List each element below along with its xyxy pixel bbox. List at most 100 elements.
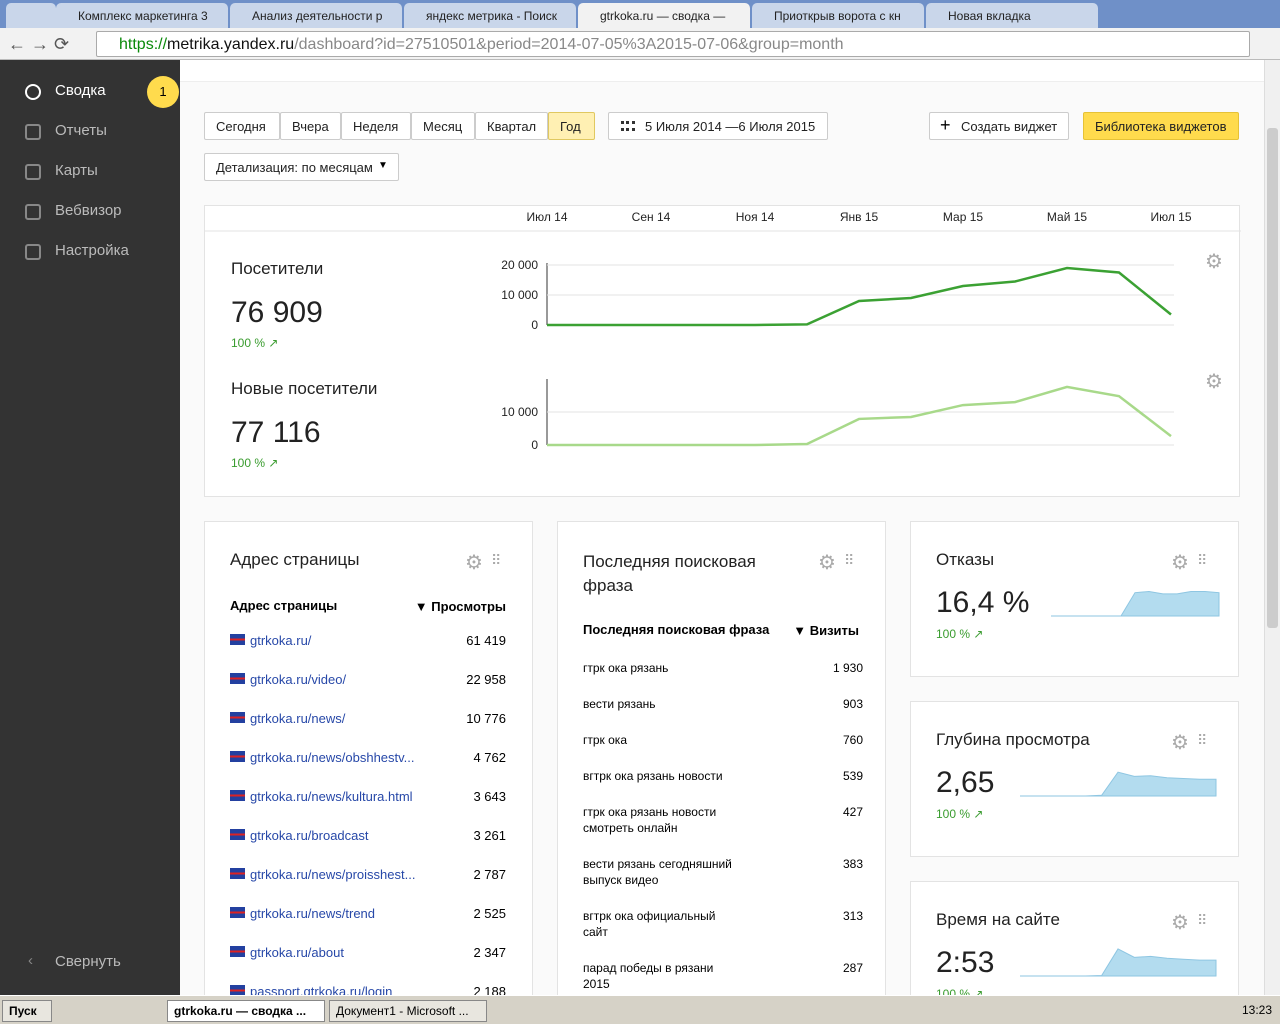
page-link[interactable]: gtrkoka.ru/broadcast — [250, 828, 369, 843]
series-line — [547, 385, 1172, 447]
page-link[interactable]: gtrkoka.ru/news/obshhestv... — [250, 750, 415, 765]
period-button[interactable]: Сегодня — [204, 112, 280, 140]
favicon — [230, 868, 245, 879]
period-button[interactable]: Квартал — [475, 112, 548, 140]
col-header: ▼ Просмотры — [414, 599, 506, 614]
col-header: Последняя поисковая фраза — [583, 622, 770, 637]
phrase-row: вести рязань 903 — [583, 696, 863, 732]
scheme: https:// — [119, 36, 168, 53]
tab[interactable]: Анализ деятельности р — [230, 3, 402, 28]
date-range[interactable]: 5 Июля 2014 —6 Июля 2015 — [608, 112, 828, 140]
period-button[interactable]: Год — [548, 112, 595, 140]
metric-change: 100 % ↗ — [936, 987, 984, 995]
y-tick-label: 10 000 — [501, 288, 538, 302]
sparkline — [1020, 948, 1217, 977]
tab[interactable]: gtrkoka.ru — сводка — — [578, 3, 750, 28]
visits: 903 — [842, 697, 863, 711]
page-link[interactable]: gtrkoka.ru/about — [250, 945, 344, 960]
page-link[interactable]: gtrkoka.ru/video/ — [250, 672, 347, 687]
widget-title: Глубина просмотра — [936, 730, 1090, 749]
visits: 313 — [842, 909, 863, 923]
create-widget[interactable]: Создать виджет — [929, 112, 1069, 140]
clock: 13:23 — [1241, 1003, 1272, 1017]
path: /dashboard?id=27510501&period=2014-07-05… — [294, 36, 844, 53]
nav-buttons[interactable]: ← → ⟳ — [8, 34, 70, 54]
start-button[interactable]: Пуск — [2, 1000, 52, 1022]
favicon — [230, 712, 245, 723]
tab-icon[interactable] — [6, 3, 56, 28]
month-label: Мар 15 — [943, 210, 983, 224]
period-button[interactable]: Неделя — [341, 112, 411, 140]
gear[interactable]: ⚙ — [465, 552, 483, 574]
nav-item[interactable]: Вебвизор — [55, 202, 122, 219]
task-window[interactable]: Документ1 - Microsoft ... — [329, 1000, 487, 1022]
page-link[interactable]: gtrkoka.ru/news/kultura.html — [250, 789, 413, 804]
gear[interactable]: ⚙ — [1171, 732, 1189, 754]
gear[interactable]: ⚙ — [1205, 251, 1223, 273]
metric-widget: Глубина просмотра ⚙ ⠿ 2,65 100 % ↗ — [910, 701, 1239, 857]
taskbar: Пуск gtrkoka.ru — сводка ... Документ1 - M… — [0, 995, 1280, 1024]
widget-title: Отказы — [936, 550, 995, 569]
page-link[interactable]: gtrkoka.ru/news/trend — [250, 906, 376, 921]
drag-handle[interactable]: ⠿ — [491, 552, 501, 568]
period-button[interactable]: Вчера — [280, 112, 341, 140]
tab[interactable]: Комплекс маркетинга 3 — [56, 3, 228, 28]
page-link[interactable]: passport.gtrkoka.ru/login — [250, 984, 393, 995]
period-button[interactable]: Месяц — [411, 112, 475, 140]
metric-value: 2:53 — [936, 946, 995, 979]
phrase: вгтрк ока официальный сайт — [583, 909, 716, 939]
page-views: 3 643 — [473, 789, 506, 804]
month-label: Май 15 — [1047, 210, 1088, 224]
tab[interactable]: Новая вкладка — [926, 3, 1098, 28]
page-link[interactable]: gtrkoka.ru/news/ — [250, 711, 346, 726]
month-label: Ноя 14 — [736, 210, 775, 224]
nav-item[interactable]: Отчеты — [55, 122, 107, 139]
drag-handle[interactable]: ⠿ — [1197, 552, 1207, 568]
gear[interactable]: ⚙ — [1205, 371, 1223, 393]
metric-value: 2,65 — [936, 766, 995, 799]
phrase-row: вгтрк ока рязань новости 539 — [583, 768, 863, 804]
gear[interactable]: ⚙ — [1171, 552, 1189, 574]
nav-item[interactable]: Сводка — [55, 82, 106, 99]
col-header: ▼ Визиты — [793, 623, 859, 638]
sidebar: 1 Свернуть ‹ Сводка Отчеты Карты Вебвизор На… — [0, 60, 180, 995]
phrase: гтрк ока рязань новости смотреть онлайн — [583, 805, 717, 835]
task-window[interactable]: gtrkoka.ru — сводка ... — [167, 1000, 325, 1022]
sparkline-area — [1020, 948, 1217, 977]
calendar-icon — [621, 121, 635, 131]
phrase: парад победы в рязани 2015 — [583, 961, 714, 991]
visits: 539 — [842, 769, 863, 783]
widget-title: Адрес страницы — [230, 550, 360, 569]
drag-handle[interactable]: ⠿ — [1197, 912, 1207, 928]
gear[interactable]: ⚙ — [1171, 912, 1189, 934]
nav-item[interactable]: Настройка — [55, 242, 129, 259]
nav-item[interactable]: Карты — [55, 162, 98, 179]
nav-icon — [25, 204, 41, 220]
favicon — [230, 985, 245, 995]
url-field[interactable]: https://metrika.yandex.ru/dashboard?id=2… — [96, 31, 1250, 57]
metric-change: 100 % ↗ — [936, 627, 984, 641]
y-tick-label: 0 — [531, 438, 538, 452]
scroll-thumb[interactable] — [1267, 128, 1278, 628]
gear[interactable]: ⚙ — [818, 552, 836, 574]
scrollbar[interactable] — [1264, 60, 1280, 995]
metric-value: 16,4 % — [936, 586, 1030, 619]
drag-handle[interactable]: ⠿ — [844, 552, 854, 568]
tab[interactable]: яндекс метрика - Поиск — [404, 3, 576, 28]
page-views: 2 525 — [473, 906, 506, 921]
tab-bar: Комплекс маркетинга 3 Анализ деятельности… — [0, 0, 1280, 28]
collapse[interactable]: Свернуть — [55, 953, 121, 970]
widget-library[interactable]: Библиотека виджетов — [1083, 112, 1239, 140]
sparkline — [1020, 771, 1217, 797]
y-tick-label: 10 000 — [501, 405, 538, 419]
drag-handle[interactable]: ⠿ — [1197, 732, 1207, 748]
tab[interactable]: Приоткрыв ворота с кн — [752, 3, 924, 28]
month-label: Июл 14 — [526, 210, 567, 224]
detail-select[interactable]: Детализация: по месяцам — [204, 153, 399, 181]
page-link[interactable]: gtrkoka.ru/news/proisshest... — [250, 867, 416, 882]
metric-widget: Отказы ⚙ ⠿ 16,4 % 100 % ↗ — [910, 521, 1239, 677]
page-views: 2 188 — [473, 984, 506, 995]
favicon — [230, 829, 245, 840]
page-link[interactable]: gtrkoka.ru/ — [250, 633, 312, 648]
